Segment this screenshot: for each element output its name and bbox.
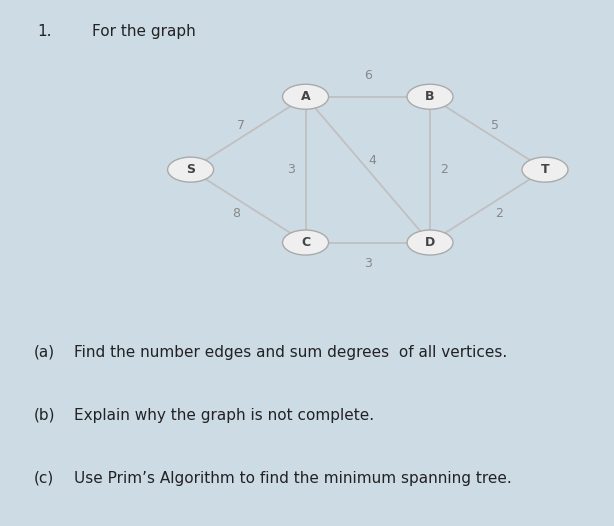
Text: 3: 3 (287, 163, 295, 176)
Text: Use Prim’s Algorithm to find the minimum spanning tree.: Use Prim’s Algorithm to find the minimum… (74, 471, 511, 486)
Text: 6: 6 (364, 69, 371, 83)
Circle shape (282, 84, 328, 109)
Text: 1.: 1. (37, 24, 52, 39)
Text: (c): (c) (34, 471, 54, 486)
Text: 5: 5 (491, 119, 499, 132)
Text: B: B (426, 90, 435, 103)
Text: 4: 4 (368, 154, 376, 167)
Text: Explain why the graph is not complete.: Explain why the graph is not complete. (74, 408, 374, 423)
Text: C: C (301, 236, 310, 249)
Text: 7: 7 (237, 119, 245, 132)
Text: 8: 8 (232, 207, 240, 220)
Text: (a): (a) (34, 345, 55, 360)
Text: T: T (541, 163, 550, 176)
Text: (b): (b) (34, 408, 55, 423)
Circle shape (407, 230, 453, 255)
Text: D: D (425, 236, 435, 249)
Text: 2: 2 (495, 207, 503, 220)
Text: 2: 2 (440, 163, 448, 176)
Circle shape (282, 230, 328, 255)
Text: A: A (301, 90, 310, 103)
Text: For the graph: For the graph (92, 24, 196, 39)
Circle shape (407, 84, 453, 109)
Text: 3: 3 (364, 257, 371, 270)
Text: S: S (186, 163, 195, 176)
Text: Find the number edges and sum degrees  of all vertices.: Find the number edges and sum degrees of… (74, 345, 507, 360)
Circle shape (168, 157, 214, 182)
Circle shape (522, 157, 568, 182)
